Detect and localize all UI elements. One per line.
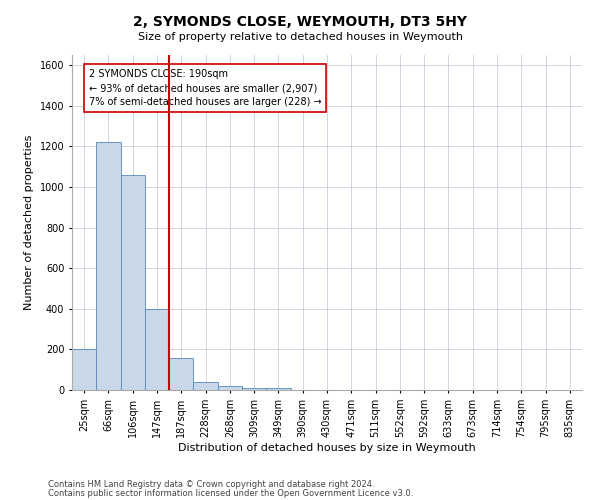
Bar (145, 309, 169, 390)
Text: Contains HM Land Registry data © Crown copyright and database right 2024.: Contains HM Land Registry data © Crown c… (48, 480, 374, 489)
Bar (242, 388, 266, 390)
Text: Size of property relative to detached houses in Weymouth: Size of property relative to detached ho… (137, 32, 463, 42)
Bar (121, 175, 145, 390)
Y-axis label: Number of detached properties: Number of detached properties (24, 135, 34, 310)
Bar (169, 358, 193, 390)
X-axis label: Distribution of detached houses by size in Weymouth: Distribution of detached houses by size … (178, 442, 476, 452)
Bar (266, 388, 290, 390)
Text: Contains public sector information licensed under the Open Government Licence v3: Contains public sector information licen… (48, 488, 413, 498)
Text: 2, SYMONDS CLOSE, WEYMOUTH, DT3 5HY: 2, SYMONDS CLOSE, WEYMOUTH, DT3 5HY (133, 15, 467, 29)
Bar (193, 382, 218, 390)
Bar (96, 142, 121, 390)
Text: 2 SYMONDS CLOSE: 190sqm
← 93% of detached houses are smaller (2,907)
7% of semi-: 2 SYMONDS CLOSE: 190sqm ← 93% of detache… (89, 69, 322, 107)
Bar (218, 386, 242, 390)
Bar (72, 350, 96, 390)
